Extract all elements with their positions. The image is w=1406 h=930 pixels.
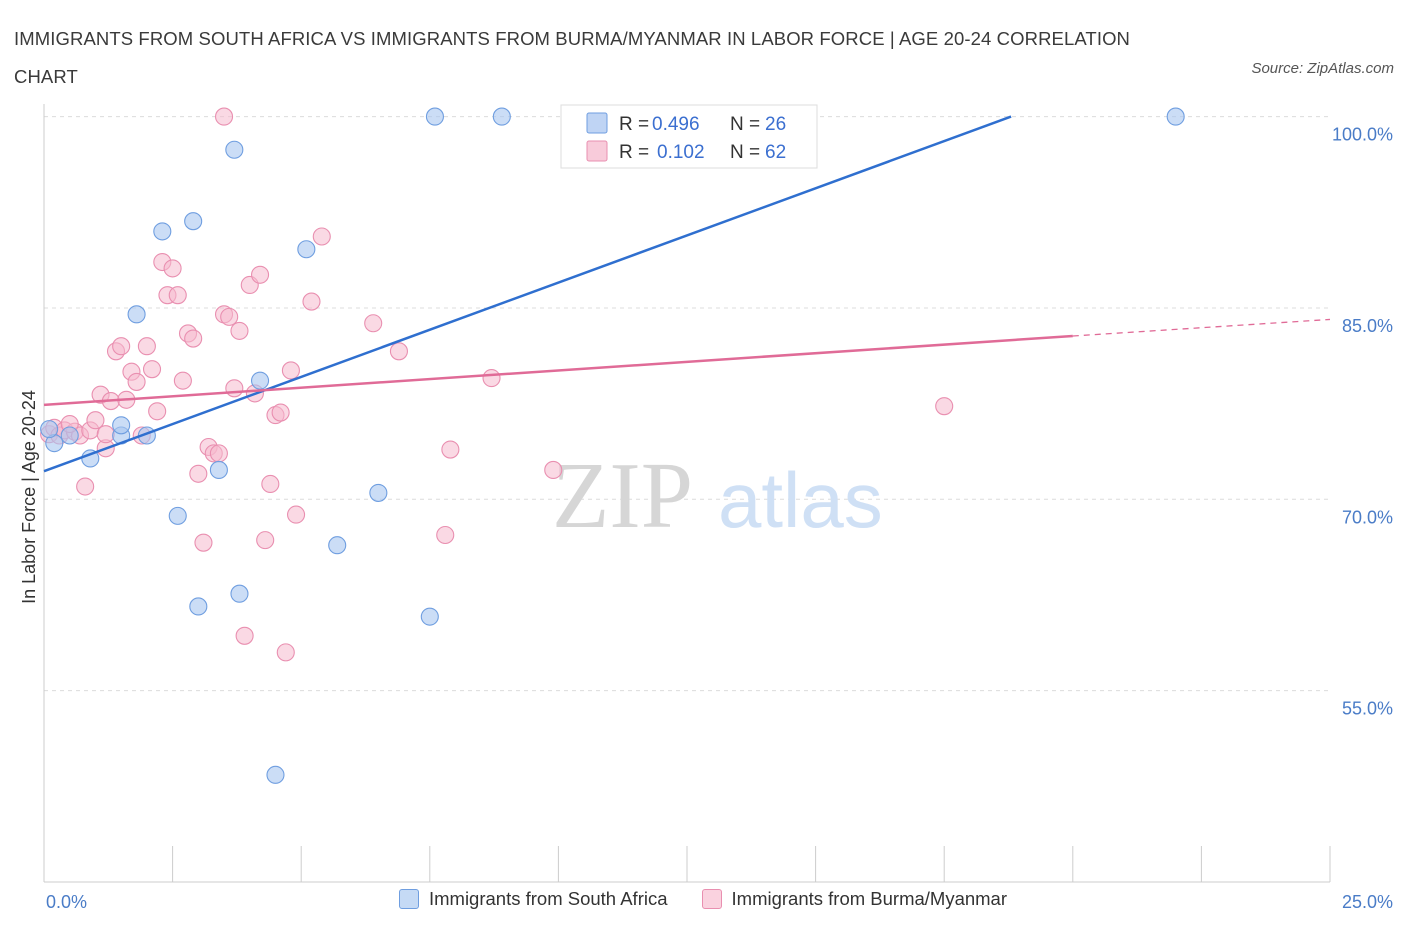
chart-title: IMMIGRANTS FROM SOUTH AFRICA VS IMMIGRAN… bbox=[14, 28, 1131, 87]
point-south-africa bbox=[209, 460, 228, 480]
legend-n-value-1: 26 bbox=[765, 114, 786, 135]
point-burma-myanmar bbox=[235, 626, 254, 645]
point-burma-myanmar bbox=[271, 403, 290, 422]
legend-n-label-1: N = bbox=[730, 114, 760, 135]
legend-swatch-south-africa bbox=[398, 889, 419, 909]
point-south-africa bbox=[328, 536, 347, 555]
trend-line-south-africa bbox=[43, 115, 1012, 473]
point-south-africa bbox=[60, 426, 79, 445]
point-south-africa bbox=[153, 222, 172, 241]
point-burma-myanmar bbox=[281, 361, 300, 380]
y-tick-label: 70.0% bbox=[1342, 507, 1393, 527]
point-south-africa bbox=[40, 420, 59, 439]
legend-r-label-2: R = bbox=[619, 142, 649, 163]
point-burma-myanmar bbox=[189, 464, 208, 483]
y-tick-label: 100.0% bbox=[1332, 125, 1393, 145]
y-tick-label: 55.0% bbox=[1342, 699, 1393, 719]
point-south-africa bbox=[225, 140, 244, 159]
series-burma-myanmar-points bbox=[40, 107, 954, 662]
legend-item-burma-myanmar[interactable]: Immigrants from Burma/Myanmar bbox=[701, 888, 1008, 910]
point-burma-myanmar bbox=[230, 321, 249, 340]
point-burma-myanmar bbox=[148, 402, 167, 421]
point-burma-myanmar bbox=[312, 227, 331, 246]
legend-r-value-1: 0.496 bbox=[652, 114, 700, 135]
legend-n-value-2: 62 bbox=[765, 142, 786, 163]
point-burma-myanmar bbox=[127, 372, 146, 391]
point-south-africa bbox=[266, 765, 285, 784]
trend-lines bbox=[43, 115, 1331, 473]
series-south-africa-points bbox=[40, 107, 1185, 784]
point-south-africa bbox=[420, 607, 439, 626]
point-burma-myanmar bbox=[276, 643, 295, 662]
legend-label-burma-myanmar: Immigrants from Burma/Myanmar bbox=[731, 888, 1008, 909]
point-south-africa bbox=[369, 483, 388, 502]
legend-n-label-2: N = bbox=[730, 142, 760, 163]
y-axis-label: In Labor Force | Age 20-24 bbox=[19, 390, 39, 604]
watermark-atlas: atlas bbox=[718, 456, 883, 544]
point-south-africa bbox=[1166, 107, 1185, 126]
point-south-africa bbox=[425, 107, 444, 126]
point-burma-myanmar bbox=[184, 329, 203, 348]
point-burma-myanmar bbox=[168, 286, 187, 305]
trend-line-burma-myanmar-extension bbox=[1072, 318, 1331, 337]
legend-r-label-1: R = bbox=[619, 114, 649, 135]
legend-bottom: Immigrants from South Africa Immigrants … bbox=[0, 888, 1406, 910]
point-burma-myanmar bbox=[389, 342, 408, 361]
legend-swatch-pink bbox=[586, 140, 608, 162]
point-burma-myanmar bbox=[142, 360, 162, 379]
gridlines bbox=[44, 116, 1330, 692]
point-burma-myanmar bbox=[256, 531, 275, 550]
point-south-africa bbox=[127, 305, 146, 324]
legend-label-south-africa: Immigrants from South Africa bbox=[428, 888, 668, 909]
point-burma-myanmar bbox=[112, 337, 131, 356]
point-burma-myanmar bbox=[261, 474, 280, 494]
point-burma-myanmar bbox=[364, 314, 383, 333]
point-south-africa bbox=[189, 597, 208, 616]
legend-swatch-blue bbox=[586, 112, 608, 134]
point-burma-myanmar bbox=[250, 265, 270, 284]
legend-top: R = 0.496 N = 26 R = 0.102 N = 62 bbox=[560, 104, 818, 169]
x-tick-label: 0.0% bbox=[46, 892, 87, 912]
trend-line-burma-myanmar bbox=[43, 334, 1073, 407]
legend-swatch-burma-myanmar bbox=[701, 889, 722, 909]
point-burma-myanmar bbox=[96, 425, 115, 444]
point-burma-myanmar bbox=[225, 379, 244, 398]
watermark-zip: ZIP bbox=[552, 444, 693, 548]
point-burma-myanmar bbox=[482, 369, 501, 388]
x-tick-label: 25.0% bbox=[1342, 892, 1393, 912]
point-burma-myanmar bbox=[214, 107, 234, 126]
point-burma-myanmar bbox=[194, 533, 213, 552]
point-burma-myanmar bbox=[436, 525, 455, 545]
point-burma-myanmar bbox=[544, 460, 563, 480]
tick-labels: 100.0% 85.0% 70.0% 55.0% 0.0% 25.0% bbox=[46, 125, 1393, 912]
point-burma-myanmar bbox=[86, 411, 105, 430]
point-burma-myanmar bbox=[302, 292, 321, 311]
point-south-africa bbox=[297, 240, 316, 259]
point-burma-myanmar bbox=[173, 371, 192, 390]
point-burma-myanmar bbox=[441, 440, 460, 459]
point-south-africa bbox=[112, 416, 131, 435]
point-south-africa bbox=[168, 506, 187, 525]
legend-r-value-2: 0.102 bbox=[657, 142, 705, 163]
point-south-africa bbox=[250, 371, 270, 390]
axes bbox=[43, 104, 1331, 883]
y-tick-label: 85.0% bbox=[1342, 316, 1393, 336]
point-burma-myanmar bbox=[935, 397, 954, 416]
point-south-africa bbox=[492, 107, 511, 126]
point-burma-myanmar bbox=[209, 444, 228, 463]
point-burma-myanmar bbox=[137, 337, 156, 356]
point-south-africa bbox=[230, 584, 249, 603]
point-burma-myanmar bbox=[163, 259, 182, 278]
point-south-africa bbox=[184, 212, 203, 231]
point-burma-myanmar bbox=[287, 505, 306, 524]
point-burma-myanmar bbox=[76, 477, 95, 496]
legend-item-south-africa[interactable]: Immigrants from South Africa bbox=[398, 888, 668, 910]
source-label: Source: ZipAtlas.com bbox=[1251, 60, 1394, 77]
point-burma-myanmar bbox=[220, 307, 239, 326]
